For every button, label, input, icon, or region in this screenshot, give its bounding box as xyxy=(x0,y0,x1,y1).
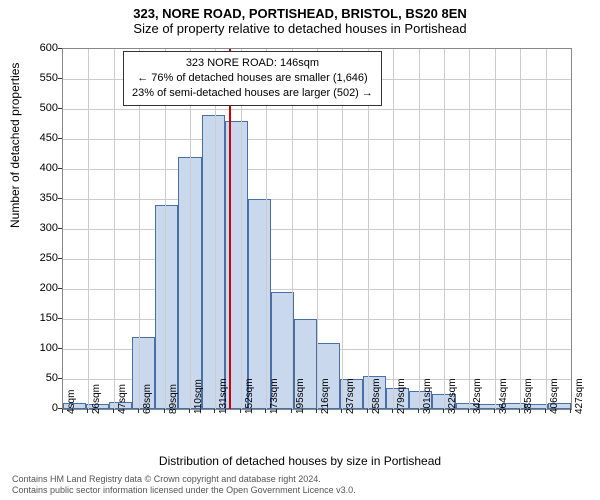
x-tick-label: 385sqm xyxy=(523,378,534,414)
x-tick xyxy=(113,409,114,413)
annotation-line2: ← 76% of detached houses are smaller (1,… xyxy=(132,71,373,86)
annotation-box: 323 NORE ROAD: 146sqm← 76% of detached h… xyxy=(123,51,382,106)
y-tick xyxy=(58,228,62,229)
x-tick-label: 68sqm xyxy=(142,384,153,414)
x-tick xyxy=(189,409,190,413)
y-tick-label: 100 xyxy=(18,342,58,354)
x-axis-label: Distribution of detached houses by size … xyxy=(0,454,600,468)
x-tick-label: 216sqm xyxy=(320,378,331,414)
plot-area: 323 NORE ROAD: 146sqm← 76% of detached h… xyxy=(62,48,572,410)
y-tick-label: 250 xyxy=(18,252,58,264)
grid-line-v xyxy=(546,49,547,409)
x-tick xyxy=(214,409,215,413)
x-tick xyxy=(392,409,393,413)
x-tick xyxy=(87,409,88,413)
y-tick xyxy=(58,48,62,49)
histogram-bar xyxy=(155,205,178,409)
x-tick xyxy=(62,409,63,413)
grid-line-v xyxy=(495,49,496,409)
grid-line-v xyxy=(444,49,445,409)
y-tick-label: 150 xyxy=(18,312,58,324)
y-tick xyxy=(58,288,62,289)
x-tick xyxy=(138,409,139,413)
x-tick xyxy=(418,409,419,413)
y-tick xyxy=(58,108,62,109)
y-tick xyxy=(58,78,62,79)
x-tick-label: 279sqm xyxy=(396,378,407,414)
x-tick xyxy=(570,409,571,413)
histogram-bar xyxy=(202,115,225,409)
chart-subtitle: Size of property relative to detached ho… xyxy=(0,21,600,40)
y-tick xyxy=(58,258,62,259)
x-tick-label: 301sqm xyxy=(422,378,433,414)
annotation-line1: 323 NORE ROAD: 146sqm xyxy=(132,56,373,71)
x-tick xyxy=(519,409,520,413)
y-tick xyxy=(58,198,62,199)
footnote-line1: Contains HM Land Registry data © Crown c… xyxy=(12,474,356,485)
grid-line-v xyxy=(469,49,470,409)
x-tick-label: 89sqm xyxy=(168,384,179,414)
x-tick-label: 47sqm xyxy=(117,384,128,414)
x-tick-label: 406sqm xyxy=(549,378,560,414)
x-tick-label: 322sqm xyxy=(447,378,458,414)
x-tick xyxy=(291,409,292,413)
x-tick xyxy=(494,409,495,413)
x-tick-label: 258sqm xyxy=(371,378,382,414)
grid-line-v xyxy=(88,49,89,409)
y-tick xyxy=(58,168,62,169)
x-tick xyxy=(164,409,165,413)
grid-line-v xyxy=(114,49,115,409)
x-tick xyxy=(341,409,342,413)
x-tick-label: 26sqm xyxy=(91,384,102,414)
x-tick-label: 152sqm xyxy=(244,378,255,414)
x-tick xyxy=(468,409,469,413)
grid-line-v xyxy=(520,49,521,409)
y-tick-label: 350 xyxy=(18,192,58,204)
x-tick-label: 173sqm xyxy=(269,378,280,414)
y-tick-label: 50 xyxy=(18,372,58,384)
x-tick-label: 195sqm xyxy=(295,378,306,414)
chart-title: 323, NORE ROAD, PORTISHEAD, BRISTOL, BS2… xyxy=(0,0,600,21)
y-tick-label: 200 xyxy=(18,282,58,294)
y-tick xyxy=(58,378,62,379)
y-tick-label: 300 xyxy=(18,222,58,234)
x-tick xyxy=(545,409,546,413)
y-tick-label: 400 xyxy=(18,162,58,174)
histogram-chart: 323, NORE ROAD, PORTISHEAD, BRISTOL, BS2… xyxy=(0,0,600,500)
y-tick-label: 600 xyxy=(18,42,58,54)
x-tick xyxy=(316,409,317,413)
y-tick xyxy=(58,138,62,139)
x-tick-label: 110sqm xyxy=(193,379,204,414)
grid-line-v xyxy=(419,49,420,409)
x-tick xyxy=(367,409,368,413)
x-tick-label: 237sqm xyxy=(345,378,356,414)
x-tick xyxy=(265,409,266,413)
x-tick xyxy=(240,409,241,413)
x-tick-label: 427sqm xyxy=(574,378,585,414)
y-tick-label: 550 xyxy=(18,72,58,84)
y-tick xyxy=(58,318,62,319)
x-tick-label: 131sqm xyxy=(218,378,229,414)
footnote-line2: Contains public sector information licen… xyxy=(12,485,356,496)
y-tick-label: 500 xyxy=(18,102,58,114)
y-tick-label: 450 xyxy=(18,132,58,144)
chart-footnote: Contains HM Land Registry data © Crown c… xyxy=(12,474,356,496)
y-tick-label: 0 xyxy=(18,402,58,414)
histogram-bar xyxy=(225,121,248,409)
x-tick-label: 4sqm xyxy=(66,390,77,414)
y-tick xyxy=(58,348,62,349)
x-tick-label: 364sqm xyxy=(498,378,509,414)
annotation-line3: 23% of semi-detached houses are larger (… xyxy=(132,86,373,101)
grid-line-v xyxy=(393,49,394,409)
x-tick-label: 342sqm xyxy=(472,378,483,414)
x-tick xyxy=(443,409,444,413)
